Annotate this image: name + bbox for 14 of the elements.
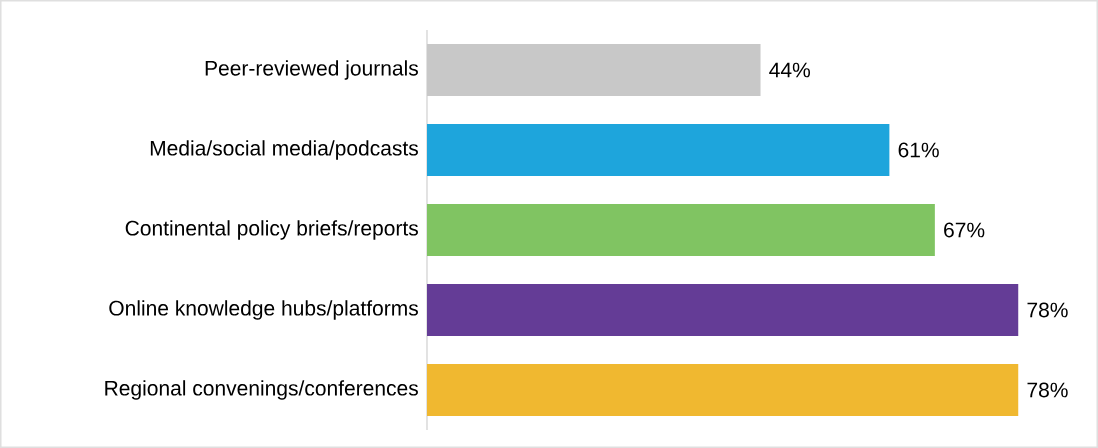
data-label: 78% xyxy=(1027,382,1068,398)
bar xyxy=(427,123,890,176)
data-label: 67% xyxy=(944,222,985,238)
bar xyxy=(427,203,935,256)
bar xyxy=(427,283,1019,336)
y-tick-label: Peer-reviewed journals xyxy=(205,60,418,80)
y-tick-label: Media/social media/podcasts xyxy=(150,140,418,160)
y-tick-label: Online knowledge hubs/platforms xyxy=(109,300,418,320)
y-tick-label: Regional convenings/conferences xyxy=(105,380,418,400)
data-label: 78% xyxy=(1027,302,1068,318)
data-label: 61% xyxy=(898,142,939,158)
data-label: 44% xyxy=(769,62,810,78)
bar xyxy=(427,363,1019,416)
y-tick-label: Continental policy briefs/reports xyxy=(125,220,418,240)
